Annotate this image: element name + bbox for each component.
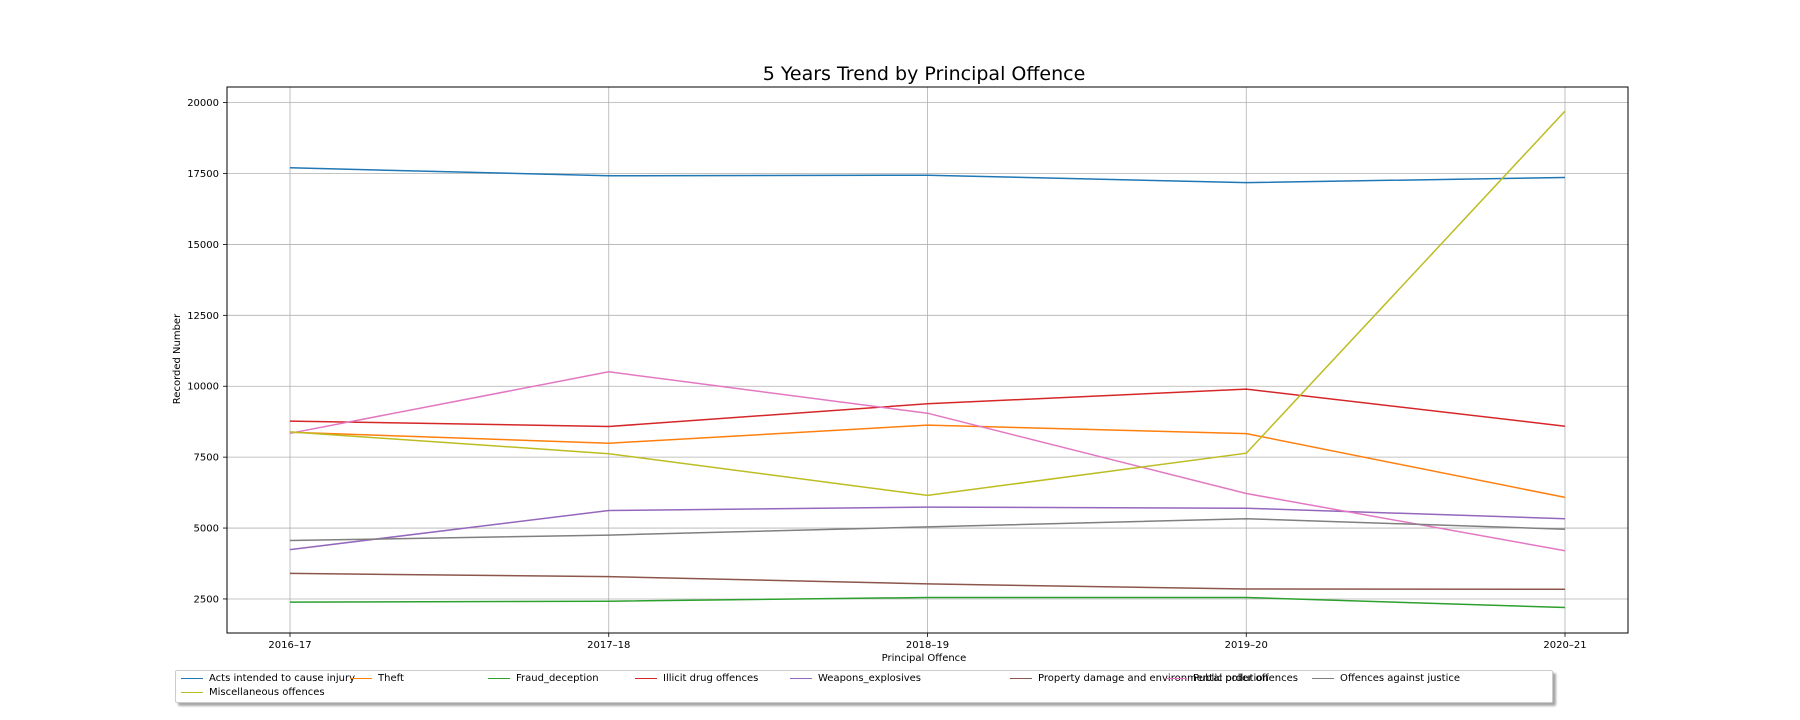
chart-title: 5 Years Trend by Principal Offence [763,63,1086,85]
legend-swatch [1165,678,1187,679]
series-line-offences-against-justice [289,517,1566,542]
legend-label: Property damage and environmental pollut… [1038,673,1269,684]
legend-swatch [1010,678,1032,679]
chart-legend: Acts intended to cause injury Theft Fraud_… [175,670,1553,703]
x-tick-label: 2017–18 [587,640,630,651]
legend-item: Acts intended to cause injury [181,672,355,685]
series-line-fraud-deception [289,596,1566,609]
x-tick-label: 2020–21 [1543,640,1586,651]
series-line-acts-intended-to-cause-injury [289,167,1566,184]
y-tick-label: 20000 [187,98,219,109]
y-tick-label: 15000 [187,240,219,251]
y-tick-label: 17500 [187,169,219,180]
series-line-illicit-drug-offences [289,388,1566,428]
legend-item: Property damage and environmental pollut… [1010,672,1269,685]
series-line-theft [289,424,1566,499]
legend-swatch [181,692,203,693]
legend-swatch [488,678,510,679]
legend-label: Fraud_deception [516,673,599,684]
legend-swatch [350,678,372,679]
legend-swatch [635,678,657,679]
legend-swatch [790,678,812,679]
legend-item: Fraud_deception [488,672,599,685]
legend-swatch [181,678,203,679]
legend-label: Weapons_explosives [818,673,922,684]
x-tick-label: 2018–19 [906,640,949,651]
y-tick-label: 2500 [194,594,219,605]
legend-label: Acts intended to cause injury [209,673,356,684]
legend-label: Illicit drug offences [663,673,759,684]
legend-item: Illicit drug offences [635,672,758,685]
legend-label: Miscellaneous offences [209,687,325,698]
x-tick-label: 2019–20 [1225,640,1268,651]
y-tick-label: 7500 [194,453,219,464]
legend-item: Theft [350,672,404,685]
legend-label: Theft [378,673,404,684]
legend-item: Public order offences [1165,672,1298,685]
legend-item: Miscellaneous offences [181,686,325,699]
y-tick-label: 12500 [187,311,219,322]
series-line-property-damage-and-environmental-pollution [289,572,1566,591]
series-line-miscellaneous-offences [289,110,1566,497]
series-line-public-order-offences [289,371,1566,552]
series-line-weapons-explosives [289,506,1566,551]
y-tick-label: 5000 [194,524,219,535]
legend-label: Offences against justice [1340,673,1460,684]
y-axis-label: Recorded Number [172,313,183,404]
legend-item: Offences against justice [1312,672,1460,685]
series-lines [289,110,1566,609]
y-tick-label: 10000 [187,382,219,393]
x-tick-label: 2016–17 [268,640,311,651]
legend-item: Weapons_explosives [790,672,921,685]
axis-ticks: 2016–17 2017–18 2018–19 2019–20 2020–21 2500 5… [187,98,1586,651]
legend-label: Public order offences [1193,673,1298,684]
x-axis-label: Principal Offence [882,653,967,664]
grid-lines [227,87,1628,633]
legend-swatch [1312,678,1334,679]
